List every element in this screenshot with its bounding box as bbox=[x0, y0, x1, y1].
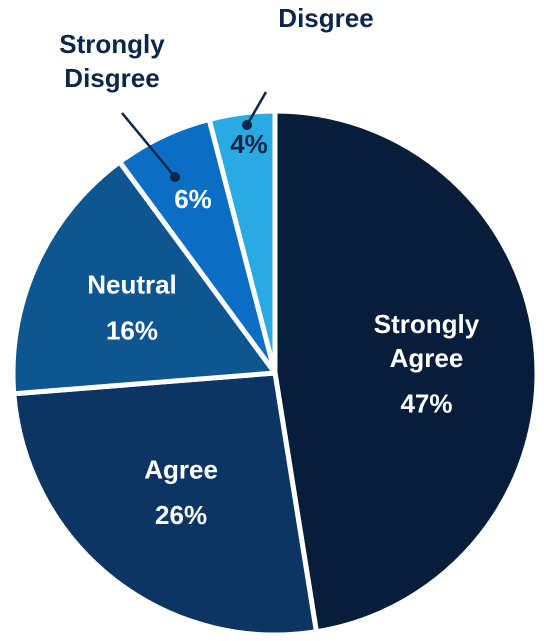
callout-leader-line bbox=[121, 112, 176, 178]
callout-label: Strongly bbox=[59, 29, 165, 59]
slice-percent: 4% bbox=[230, 129, 268, 159]
callout-dot bbox=[170, 172, 180, 182]
callout-leader-line bbox=[245, 91, 268, 126]
slice-percent: 47% bbox=[400, 389, 452, 419]
callout-dot bbox=[242, 120, 252, 130]
slice-label: Agree bbox=[390, 343, 464, 373]
pie-slice bbox=[11, 370, 319, 638]
callout-label: Disgree bbox=[64, 63, 159, 93]
slice-percent: 16% bbox=[106, 315, 158, 345]
pie-slice bbox=[272, 108, 540, 635]
slice-label: Agree bbox=[144, 454, 218, 484]
slice-percent: 26% bbox=[155, 500, 207, 530]
pie-slice bbox=[206, 108, 278, 376]
slice-label: Neutral bbox=[87, 270, 177, 300]
slice-percent: 6% bbox=[174, 184, 212, 214]
slice-label: Strongly bbox=[374, 309, 480, 339]
pie-slice bbox=[10, 159, 278, 397]
callout-label: Disgree bbox=[278, 3, 373, 33]
